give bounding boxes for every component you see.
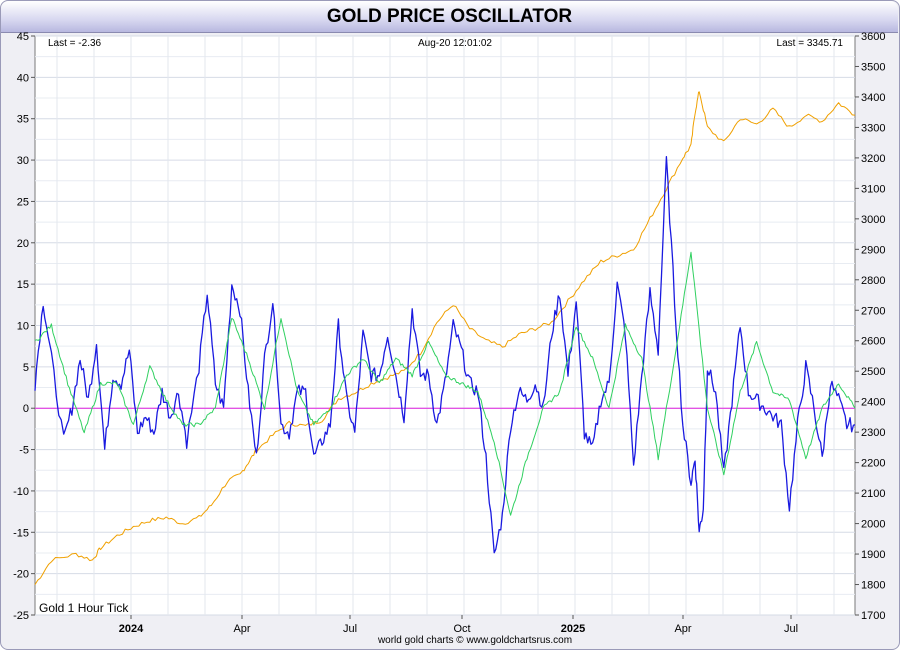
series-line-3 [34,251,856,516]
x-tick-label: Oct [453,623,470,635]
right-tick-label: 3400 [861,92,885,104]
instrument-label: Gold 1 Hour Tick [39,601,129,615]
right-tick-label: 2100 [861,488,885,500]
x-tick-label: Jul [784,623,798,635]
left-tick-label: -25 [13,610,29,622]
right-tick-label: 2500 [861,366,885,378]
left-tick-label: 40 [17,72,29,84]
last-value-left: Last = -2.36 [48,38,102,49]
series-line-2 [34,156,856,554]
left-tick-label: -20 [13,569,29,581]
right-tick-label: 3000 [861,214,885,226]
right-tick-label: 2400 [861,397,885,409]
series-line-1 [34,91,856,585]
chart-title: GOLD PRICE OSCILLATOR [1,1,898,33]
left-axis-ticks: -25 -20 -15 -10 -5 0 5 10 15 20 25 30 35 40 45 [13,31,35,622]
right-axis-ticks: 1700 1800 1900 2000 2100 2200 2300 2400 2500 2600… [855,31,885,622]
right-tick-label: 3200 [861,153,885,165]
left-tick-label: 20 [17,238,29,250]
x-tick-label: 2025 [561,623,585,635]
series-layer [34,91,856,585]
left-tick-label: 10 [17,321,29,333]
right-tick-label: 1800 [861,580,885,592]
left-tick-label: 35 [17,114,29,126]
right-tick-label: 2800 [861,275,885,287]
x-tick-label: Apr [233,623,250,635]
left-tick-label: 45 [17,31,29,43]
right-tick-label: 2600 [861,336,885,348]
x-axis-ticks: 2024 Apr Jul Oct 2025 Apr Jul [119,615,798,635]
left-tick-label: 5 [23,362,29,374]
last-value-right: Last = 3345.71 [777,38,844,49]
left-tick-label: 30 [17,155,29,167]
credit-text: world gold charts © www.goldchartsrus.co… [377,635,572,646]
left-tick-label: -10 [13,486,29,498]
right-tick-label: 3100 [861,183,885,195]
left-tick-label: 0 [23,403,29,415]
left-tick-label: -15 [13,527,29,539]
right-tick-label: 2200 [861,458,885,470]
right-tick-label: 3600 [861,31,885,43]
right-tick-label: 1900 [861,549,885,561]
x-tick-label: Apr [674,623,691,635]
right-tick-label: 3500 [861,61,885,73]
x-tick-label: Jul [343,623,357,635]
timestamp: Aug-20 12:01:02 [418,38,492,49]
right-tick-label: 2000 [861,519,885,531]
left-tick-label: 15 [17,279,29,291]
right-tick-label: 1700 [861,610,885,622]
right-tick-label: 2700 [861,305,885,317]
right-tick-label: 2900 [861,244,885,256]
right-tick-label: 2300 [861,427,885,439]
right-tick-label: 3300 [861,122,885,134]
left-tick-label: -5 [19,445,29,457]
left-tick-label: 25 [17,196,29,208]
x-tick-label: 2024 [119,623,144,635]
